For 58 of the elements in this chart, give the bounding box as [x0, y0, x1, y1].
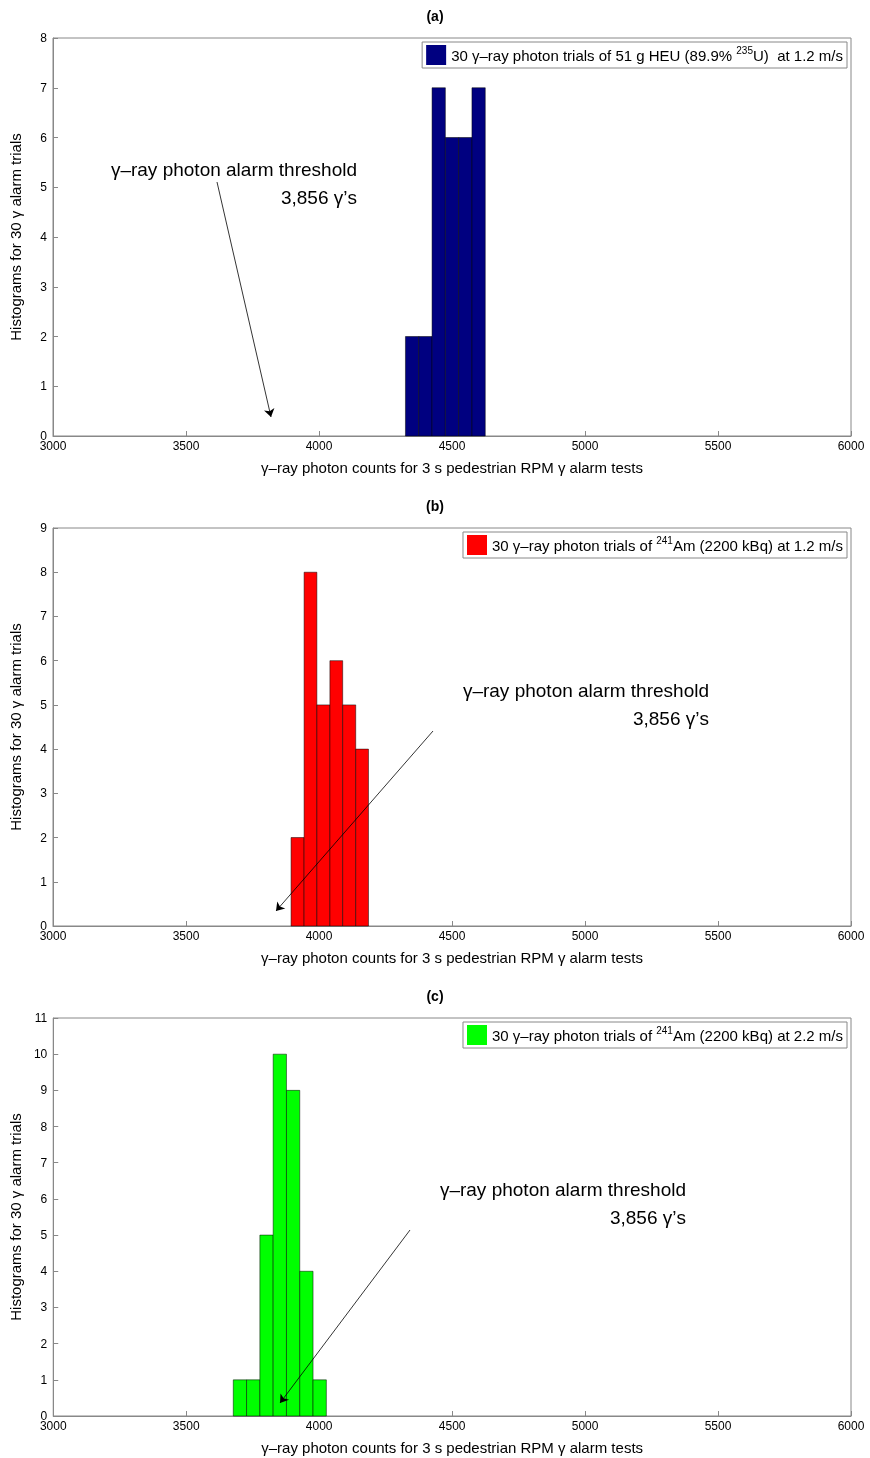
x-tick-label: 4500: [438, 439, 466, 453]
x-tick-label: 4500: [438, 1419, 466, 1433]
x-tick-label: 4000: [305, 929, 333, 943]
y-tick-label: 9: [40, 1083, 48, 1098]
y-axis-title: Histograms for 30 γ alarm trials: [7, 1113, 24, 1321]
x-tick-label: 4000: [305, 1419, 333, 1433]
chart-title: (b): [426, 498, 444, 514]
y-tick-label: 3: [40, 1300, 48, 1315]
y-tick-label: 8: [40, 565, 48, 580]
y-tick-label: 2: [40, 830, 48, 845]
x-tick-label: 5500: [704, 439, 732, 453]
y-tick-label: 8: [40, 1119, 48, 1134]
y-tick-label: 3: [40, 786, 48, 801]
y-tick-label: 7: [40, 609, 48, 624]
x-tick-label: 5500: [704, 1419, 732, 1433]
y-tick-label: 4: [40, 1264, 48, 1279]
y-tick-label: 6: [40, 653, 48, 668]
y-tick-label: 9: [40, 521, 48, 535]
y-tick-label: 8: [40, 31, 48, 45]
y-tick-label: 5: [40, 180, 48, 195]
x-tick-label: 5000: [571, 1419, 599, 1433]
y-tick-label: 4: [40, 230, 48, 244]
y-tick-label: 5: [40, 1228, 48, 1243]
x-axis-title: γ–ray photon counts for 3 s pedestrian RPM γ alarm tests: [261, 459, 643, 476]
y-tick-label: 11: [34, 1011, 48, 1025]
x-tick-label: 5000: [571, 929, 599, 943]
y-tick-label: 7: [40, 80, 48, 95]
y-tick-label: 1: [40, 379, 48, 394]
x-tick-label: 5500: [704, 929, 732, 943]
y-tick-label: 3: [40, 279, 48, 294]
chart-title: (a): [426, 8, 444, 24]
annotation: γ–ray photon alarm threshold 3,856 γ’s: [110, 158, 357, 208]
y-tick-label: 2: [40, 329, 48, 344]
y-tick-label: 10: [33, 1047, 48, 1062]
y-tick-label: 6: [40, 1191, 48, 1206]
y-axis-title: Histograms for 30 γ alarm trials: [7, 133, 24, 341]
y-axis-title: Histograms for 30 γ alarm trials: [7, 623, 24, 831]
x-tick-label: 5000: [571, 439, 599, 453]
x-tick-label: 3500: [172, 1419, 200, 1433]
y-tick-label: 5: [40, 697, 48, 712]
x-tick-label: 4000: [305, 439, 333, 453]
x-axis-title: γ–ray photon counts for 3 s pedestrian RPM γ alarm tests: [261, 949, 643, 966]
y-tick-label: 7: [40, 1155, 48, 1170]
y-tick-label: 6: [40, 130, 48, 145]
chart-title: (c): [426, 988, 444, 1004]
x-tick-label: 6000: [837, 1419, 865, 1433]
annotation: γ–ray photon alarm threshold 3,856 γ’s: [439, 1178, 686, 1228]
x-tick-label: 6000: [837, 439, 865, 453]
x-tick-label: 4500: [438, 929, 466, 943]
y-tick-label: 1: [40, 874, 48, 889]
y-tick-label: 4: [40, 742, 48, 757]
x-tick-label: 3500: [172, 929, 200, 943]
x-tick-label: 3500: [172, 439, 200, 453]
annotation: γ–ray photon alarm threshold 3,856 γ’s: [462, 679, 709, 729]
y-tick-label: 1: [40, 1372, 48, 1387]
x-axis-title: γ–ray photon counts for 3 s pedestrian RPM γ alarm tests: [261, 1439, 644, 1456]
x-tick-label: 6000: [837, 929, 865, 943]
y-tick-label: 2: [40, 1336, 48, 1351]
